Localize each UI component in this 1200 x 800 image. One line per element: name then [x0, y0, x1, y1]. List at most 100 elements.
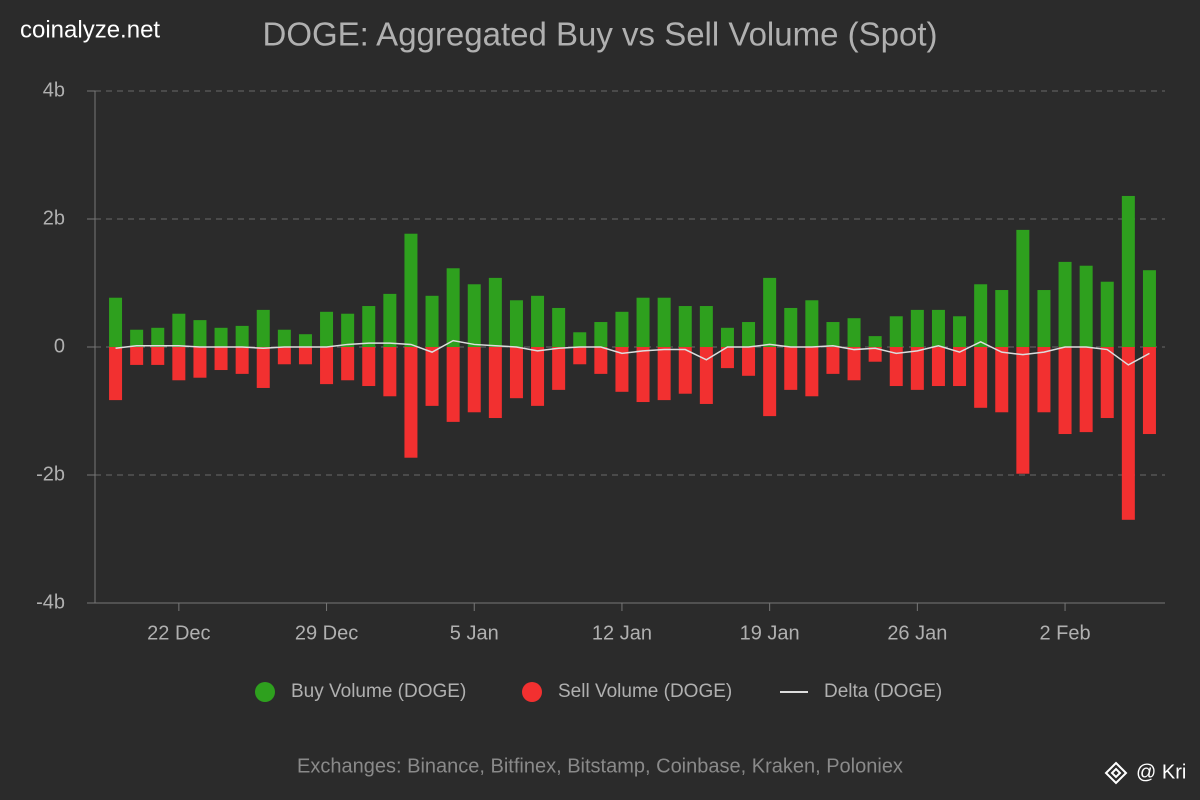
bar — [805, 300, 819, 347]
legend-label: Buy Volume (DOGE) — [291, 681, 466, 702]
bar — [974, 347, 988, 408]
credit: @ Kri — [1136, 761, 1186, 783]
bar — [256, 309, 270, 347]
bar — [594, 322, 608, 347]
bar — [298, 347, 312, 365]
bar — [172, 313, 186, 347]
x-tick-label: 2 Feb — [1039, 622, 1090, 644]
bar — [594, 347, 608, 374]
bar — [425, 295, 439, 347]
chart-title: DOGE: Aggregated Buy vs Sell Volume (Spo… — [262, 16, 937, 53]
y-tick-label: 4b — [43, 79, 65, 101]
bar — [974, 284, 988, 347]
bar — [636, 297, 650, 347]
watermark: coinalyze.net — [20, 16, 160, 43]
bar — [784, 347, 798, 390]
bar — [1016, 229, 1030, 347]
bar — [531, 295, 545, 347]
bar — [425, 347, 439, 406]
bar — [362, 347, 376, 387]
bar — [1016, 347, 1030, 474]
bar — [847, 347, 861, 381]
bar — [742, 347, 756, 376]
bar — [678, 347, 692, 394]
bar — [130, 329, 144, 347]
bar — [151, 347, 165, 365]
bar — [615, 347, 629, 392]
icon — [1104, 761, 1128, 785]
bar — [509, 347, 523, 399]
bar — [699, 306, 713, 347]
bar — [341, 347, 355, 381]
bar — [1058, 347, 1072, 435]
bar — [889, 347, 903, 387]
bar — [277, 329, 291, 347]
bar — [720, 347, 734, 369]
bar — [784, 307, 798, 347]
bar — [826, 322, 840, 347]
bar — [298, 334, 312, 347]
bar — [636, 347, 650, 403]
bar — [235, 347, 249, 374]
credit-icon — [1104, 761, 1128, 785]
bar — [320, 311, 334, 347]
bar — [552, 307, 566, 347]
legend-swatch — [522, 682, 542, 702]
bar — [1142, 347, 1156, 435]
bar — [826, 347, 840, 374]
bar — [214, 327, 228, 347]
bar — [1142, 270, 1156, 347]
bar — [214, 347, 228, 371]
bar — [995, 347, 1009, 413]
bar — [1037, 290, 1051, 347]
bar — [467, 347, 481, 413]
bar — [889, 316, 903, 347]
bar — [1058, 261, 1072, 347]
bar — [404, 233, 418, 347]
bar — [1121, 195, 1135, 347]
bar — [446, 268, 460, 347]
bar — [910, 309, 924, 347]
y-tick-label: 2b — [43, 207, 65, 229]
bar — [552, 347, 566, 390]
bar — [1100, 281, 1114, 347]
bar — [868, 336, 882, 347]
bar — [320, 347, 334, 385]
bar — [109, 347, 123, 401]
bar — [847, 318, 861, 347]
legend-label: Delta (DOGE) — [824, 681, 942, 702]
bar — [109, 297, 123, 347]
x-tick-label: 5 Jan — [450, 622, 499, 644]
bar — [742, 322, 756, 347]
bar — [657, 297, 671, 347]
bar — [193, 347, 207, 378]
bar — [910, 347, 924, 390]
bar — [1100, 347, 1114, 419]
bar — [763, 277, 777, 347]
bar — [488, 277, 502, 347]
y-tick-label: -4b — [36, 591, 65, 613]
x-tick-label: 12 Jan — [592, 622, 652, 644]
bar — [1079, 347, 1093, 433]
legend-label: Sell Volume (DOGE) — [558, 681, 732, 702]
bar — [1037, 347, 1051, 413]
bar — [573, 347, 587, 365]
x-tick-label: 19 Jan — [740, 622, 800, 644]
bar — [953, 347, 967, 387]
bar — [931, 347, 945, 387]
x-tick-label: 22 Dec — [147, 622, 210, 644]
bar — [488, 347, 502, 419]
bar — [573, 332, 587, 347]
bar — [953, 316, 967, 347]
bar — [763, 347, 777, 417]
bar — [277, 347, 291, 365]
bar — [531, 347, 545, 406]
bar — [1079, 265, 1093, 347]
legend-swatch — [255, 682, 275, 702]
y-tick-label: -2b — [36, 463, 65, 485]
bar — [193, 320, 207, 347]
bar — [805, 347, 819, 397]
bar — [720, 327, 734, 347]
bar — [383, 293, 397, 347]
